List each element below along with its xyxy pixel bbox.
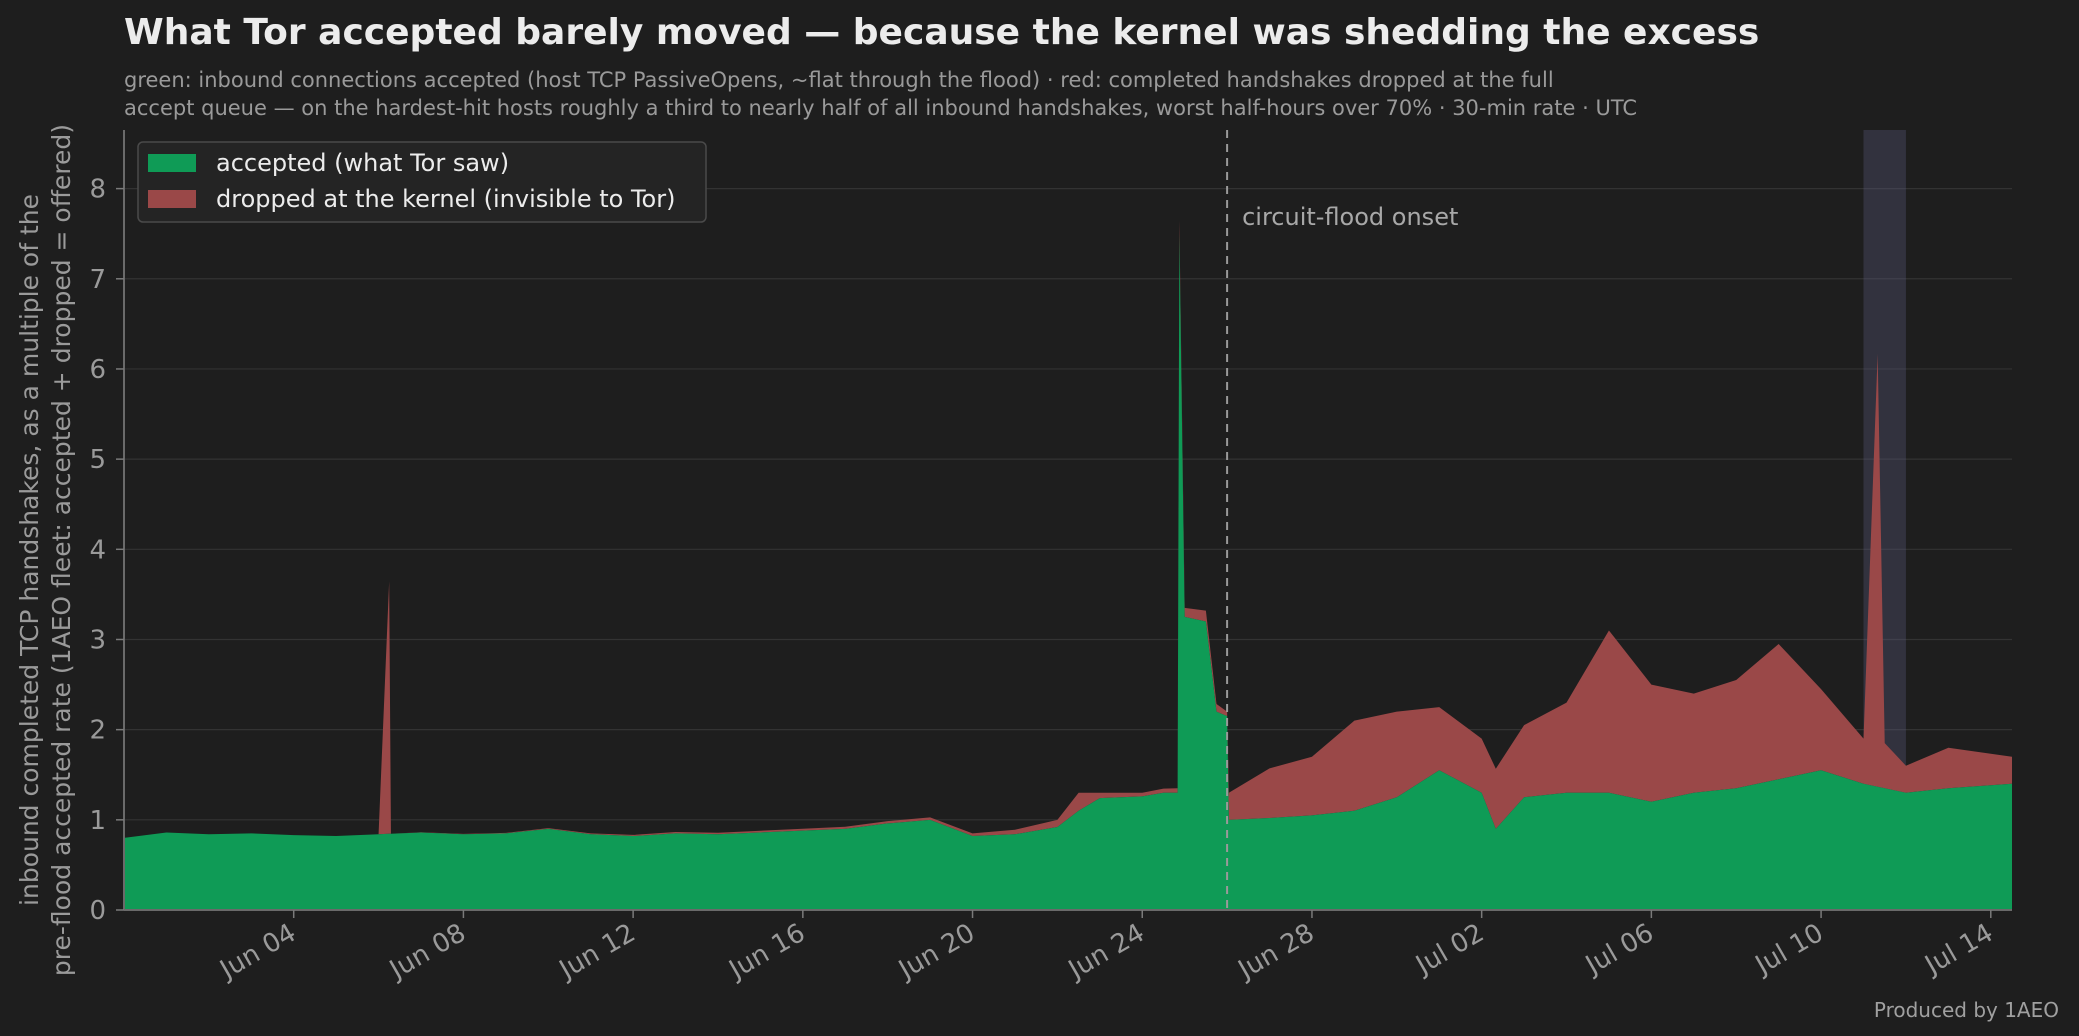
y-axis-label: inbound completed TCP handshakes, as a m… <box>15 124 76 976</box>
legend: accepted (what Tor saw) dropped at the k… <box>137 141 707 223</box>
legend-swatch-accepted <box>148 154 196 172</box>
legend-box <box>137 141 707 223</box>
x-ticks: Jun 04 Jun 08 Jun 12 Jun 16 Jun 20 Jun 24 Jun … <box>213 910 1998 986</box>
y-axis-label-line2: pre-flood accepted rate (1AEO fleet: acc… <box>47 124 76 976</box>
x-tick-label: Jun 16 <box>723 918 811 986</box>
y-tick-label: 2 <box>89 716 106 746</box>
y-tick-label: 3 <box>89 625 106 655</box>
x-tick-label: Jun 24 <box>1062 918 1150 986</box>
flood-onset-label: circuit-flood onset <box>1242 203 1458 231</box>
x-tick-label: Jun 12 <box>553 918 641 986</box>
axes <box>123 130 2012 911</box>
x-tick-label: Jun 04 <box>213 918 301 986</box>
area-dropped <box>124 220 2012 838</box>
area-accepted <box>124 233 2012 911</box>
x-tick-label: Jun 20 <box>892 918 980 986</box>
legend-swatch-dropped <box>148 190 196 208</box>
y-ticks: 0 1 2 3 4 5 6 7 8 <box>89 175 124 926</box>
y-tick-label: 4 <box>89 535 106 565</box>
y-tick-label: 1 <box>89 806 106 836</box>
chart-title: What Tor accepted barely moved — because… <box>124 12 1760 53</box>
footer-credit: Produced by 1AEO <box>1873 998 2059 1022</box>
chart-subtitle: green: inbound connections accepted (hos… <box>124 68 1638 120</box>
y-axis-label-line1: inbound completed TCP handshakes, as a m… <box>15 194 44 906</box>
legend-label-accepted: accepted (what Tor saw) <box>216 149 509 177</box>
y-tick-label: 6 <box>89 355 106 385</box>
x-tick-label: Jul 14 <box>1919 918 1999 981</box>
x-tick-label: Jul 06 <box>1579 918 1659 981</box>
y-tick-label: 7 <box>89 265 106 295</box>
x-tick-label: Jun 08 <box>383 918 471 986</box>
x-tick-label: Jul 10 <box>1749 918 1829 981</box>
grid-lines <box>124 188 2012 821</box>
x-tick-label: Jun 28 <box>1232 918 1320 986</box>
legend-label-dropped: dropped at the kernel (invisible to Tor) <box>216 185 675 213</box>
y-tick-label: 0 <box>89 896 106 926</box>
y-tick-label: 8 <box>89 175 106 205</box>
y-tick-label: 5 <box>89 445 106 475</box>
x-tick-label: Jul 02 <box>1409 918 1489 981</box>
